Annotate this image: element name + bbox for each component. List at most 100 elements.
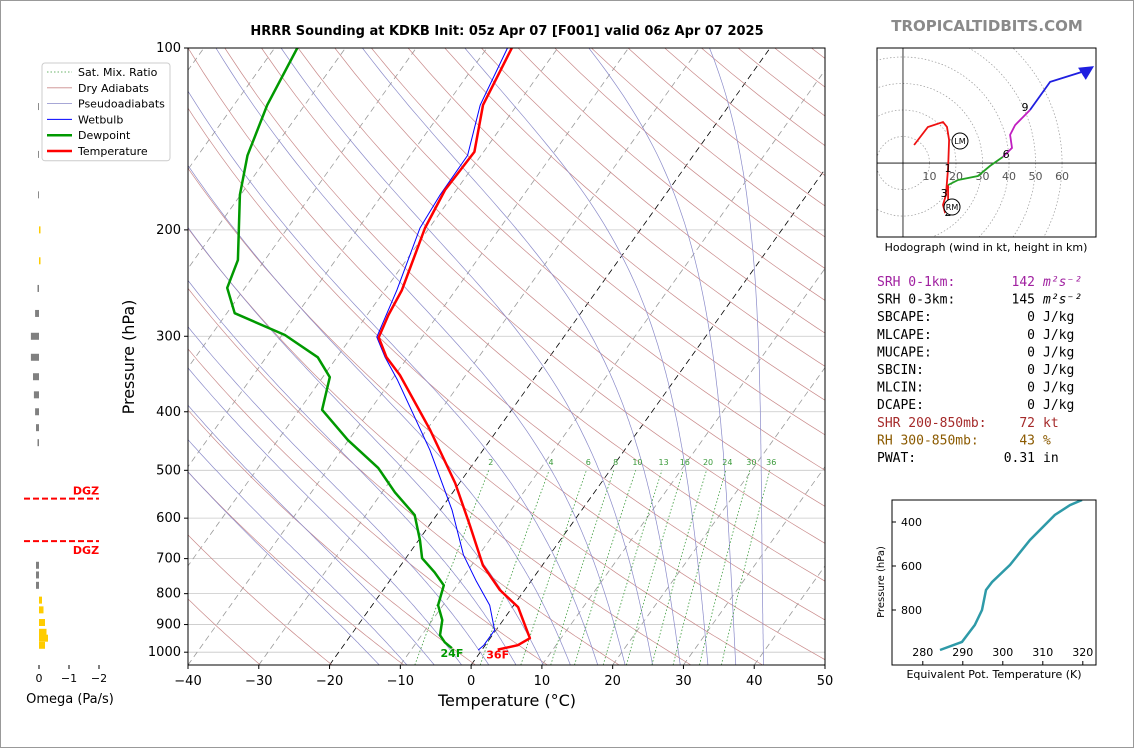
mixing-ratio-label: 6 bbox=[586, 458, 591, 467]
isotherm bbox=[329, 48, 771, 665]
pseudoadiabat bbox=[588, 48, 736, 653]
pseudoadiabat bbox=[188, 367, 453, 653]
brand: TROPICALTIDBITS.COM bbox=[891, 17, 1083, 35]
omega-bar bbox=[38, 191, 39, 199]
omega-bar bbox=[35, 309, 39, 317]
parameter-value: 142 bbox=[1012, 275, 1035, 290]
pseudoadiabat bbox=[366, 651, 380, 665]
dry-adiabat bbox=[334, 48, 825, 471]
pseudoadiabat bbox=[508, 652, 517, 665]
mixing-ratio-label: 13 bbox=[659, 458, 669, 467]
isotherm bbox=[188, 48, 275, 171]
x-tick-label: −10 bbox=[387, 674, 414, 689]
mixing-ratio-line bbox=[721, 470, 771, 665]
pseudoadiabat bbox=[536, 652, 544, 665]
parameter-value: 0 bbox=[1027, 381, 1035, 396]
parameter-label: SHR 200-850mb: bbox=[877, 416, 987, 431]
parameter-label: RH 300-850mb: bbox=[877, 433, 979, 448]
omega-bar bbox=[39, 628, 47, 636]
isotherm bbox=[400, 69, 825, 665]
theta-e-plot bbox=[939, 500, 1083, 652]
x-tick-label: 50 bbox=[817, 674, 834, 689]
omega-tick-label: 0 bbox=[36, 672, 43, 685]
y-tick-label: 300 bbox=[156, 329, 181, 344]
surface-label: 24F bbox=[441, 647, 464, 660]
theta-e-y-tick-label: 400 bbox=[901, 516, 922, 529]
omega-bar bbox=[39, 226, 41, 234]
y-tick-label: 800 bbox=[156, 587, 181, 602]
pseudoadiabat bbox=[362, 48, 679, 653]
pseudoadiabat bbox=[649, 652, 653, 665]
parameter-unit: J/kg bbox=[1043, 310, 1074, 325]
mixing-ratio-line bbox=[651, 470, 707, 665]
parameter-value: 145 bbox=[1012, 293, 1035, 308]
omega-bar bbox=[35, 408, 39, 416]
pseudoadiabat bbox=[188, 326, 481, 653]
omega-bar bbox=[36, 571, 39, 579]
dry-adiabat bbox=[188, 534, 333, 665]
theta-e-x-tick-label: 290 bbox=[952, 646, 973, 659]
skewt-plot bbox=[188, 48, 825, 665]
hodograph-trace bbox=[1029, 66, 1095, 111]
x-tick-label: −30 bbox=[245, 674, 272, 689]
mixing-ratio-line bbox=[699, 470, 751, 665]
omega-bar bbox=[39, 641, 45, 649]
pseudoadiabat bbox=[678, 652, 681, 665]
x-tick-label: −40 bbox=[174, 674, 201, 689]
mixing-ratio-line bbox=[550, 470, 615, 665]
theta-e-y-label: Pressure (hPa) bbox=[876, 546, 887, 618]
dry-adiabat bbox=[517, 48, 825, 301]
pseudoadiabat bbox=[188, 471, 368, 653]
parameter-value: 0 bbox=[1027, 363, 1035, 378]
theta-e-line bbox=[939, 500, 1083, 652]
hodograph-ring-label: 10 bbox=[922, 170, 936, 183]
hodograph-trace bbox=[947, 156, 1004, 186]
omega-bar bbox=[39, 619, 45, 627]
parameter-value: 72 bbox=[1019, 416, 1035, 431]
omega-bar bbox=[30, 332, 39, 340]
dry-adiabat bbox=[188, 598, 261, 665]
mixing-ratio-label: 36 bbox=[766, 458, 776, 467]
pseudoadiabat bbox=[395, 651, 408, 665]
storm-motion-marker bbox=[943, 198, 961, 216]
theta-e-x-tick-label: 320 bbox=[1072, 646, 1093, 659]
dry-adiabat bbox=[371, 48, 825, 436]
mixing-ratio-label: 4 bbox=[548, 458, 553, 467]
isotherm bbox=[188, 48, 488, 468]
mixing-ratio-label: 8 bbox=[613, 458, 618, 467]
y-tick-label: 1000 bbox=[148, 645, 181, 660]
pseudoadiabat bbox=[188, 439, 396, 653]
parameter-value: 0 bbox=[1027, 345, 1035, 360]
dgz-label: DGZ bbox=[73, 485, 99, 498]
mixing-ratio-line bbox=[602, 470, 663, 665]
omega-bar bbox=[39, 634, 48, 642]
omega-tick-label: −2 bbox=[91, 672, 107, 685]
parameter-label: DCAPE: bbox=[877, 398, 924, 413]
omega-bar bbox=[39, 257, 41, 265]
omega-bar bbox=[36, 424, 39, 432]
omega-axis-label: Omega (Pa/s) bbox=[26, 692, 114, 707]
hodograph-plot: 10203040506012369LMRM bbox=[877, 48, 1096, 237]
hodograph-ring-label: 60 bbox=[1055, 170, 1069, 183]
pseudoadiabat bbox=[280, 48, 651, 653]
legend-label: Pseudoadiabats bbox=[78, 98, 165, 111]
x-tick-label: 30 bbox=[675, 674, 692, 689]
plot-frame bbox=[187, 47, 826, 666]
isotherm bbox=[188, 48, 417, 369]
dry-adiabat bbox=[481, 48, 825, 334]
parameter-label: SRH 0-3km: bbox=[877, 293, 955, 308]
parameter-label: MUCAPE: bbox=[877, 345, 932, 360]
height-label: 3 bbox=[941, 187, 948, 200]
dry-adiabat bbox=[188, 48, 825, 621]
parameter-value: 0.31 bbox=[1004, 451, 1035, 466]
x-tick-label: 0 bbox=[467, 674, 475, 689]
pseudoadiabat bbox=[451, 651, 462, 665]
pseudoadiabat bbox=[734, 652, 737, 665]
theta-e-y-tick-label: 600 bbox=[901, 560, 922, 573]
omega-bar bbox=[30, 353, 39, 361]
omega-bar bbox=[37, 439, 39, 447]
theta-e-y-tick-label: 800 bbox=[901, 604, 922, 617]
dry-adiabat bbox=[407, 48, 825, 401]
x-tick-label: 20 bbox=[604, 674, 621, 689]
dry-adiabat bbox=[224, 48, 825, 582]
